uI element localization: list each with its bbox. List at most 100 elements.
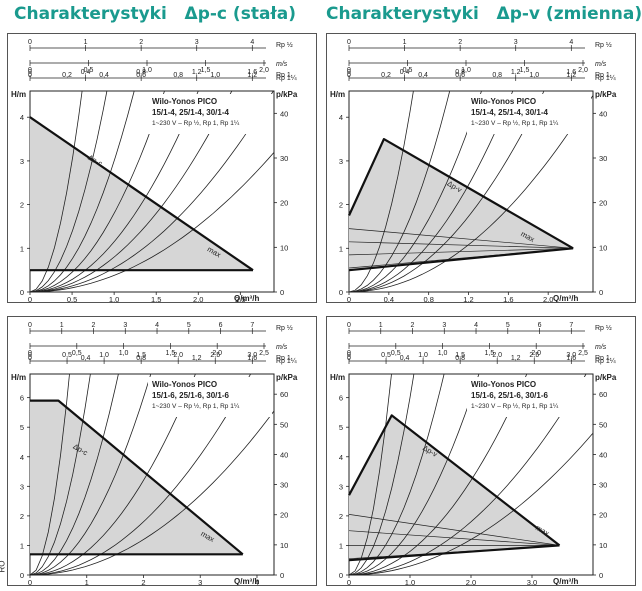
control-line	[348, 530, 560, 546]
top-scale-tick-label: 0,5	[62, 352, 72, 359]
y-axis-label: H/m	[330, 90, 345, 99]
top-scale-tick-label: 1,0	[438, 350, 448, 357]
top-scale-tick-label: 2	[458, 39, 462, 46]
top-scale-tick-label: 2,5	[210, 352, 220, 359]
operating-area	[349, 139, 574, 271]
control-line	[348, 241, 574, 249]
max-curve	[29, 116, 254, 272]
y2-axis-label: p/kPa	[276, 90, 298, 99]
y-tick-label: 5	[339, 423, 343, 432]
top-scale-unit: Rp ½	[595, 41, 612, 49]
y2-tick-label: 40	[599, 450, 607, 459]
y-tick-label: 2	[339, 201, 343, 210]
chart-panel-4: 0 1 2 3 4 5 6 7 Rp ½ 0 0,5 1,0 1,5 2,0 2,5 m/s 0 0,5 1,0 1,…	[326, 316, 636, 586]
y-tick-label: 6	[339, 394, 343, 403]
top-scale-tick-label: 0	[347, 352, 351, 359]
legend-caption: 1~230 V – Rp ½, Rp 1, Rp 1¼	[471, 119, 559, 127]
top-scale-unit: Rp 1	[595, 72, 610, 79]
top-scale-tick-label: 1,0	[142, 67, 152, 74]
control-line	[348, 228, 574, 249]
system-curve	[348, 373, 528, 576]
system-curve	[348, 90, 414, 293]
top-scale-tick-label: 2	[139, 39, 143, 46]
top-scale-tick-label: 4	[569, 39, 573, 46]
top-scale-tick-label: 0	[28, 67, 32, 74]
top-scale-tick-label: 2,0	[212, 350, 222, 357]
top-scale-tick-label: 1,6	[247, 69, 257, 76]
system-curve	[348, 95, 594, 293]
top-scale-tick-label: 1,0	[529, 72, 539, 79]
top-scale-tick-label: 2,0	[173, 352, 183, 359]
top-scale-tick-label: 1,0	[461, 67, 471, 74]
y2-tick-label: 30	[280, 154, 288, 163]
y-tick-label: 1	[20, 541, 24, 550]
system-curve	[348, 373, 445, 576]
top-scale-tick-label: 0,5	[403, 67, 413, 74]
operating-area	[349, 415, 560, 561]
y2-tick-label: 20	[599, 199, 607, 208]
top-scale-tick-label: 0	[28, 39, 32, 46]
pump-curve-chart: 0 1 2 3 4 Rp ½0 0,5 1,0 1,5 2,0m/s0 0,4 0,8 1,2 1,6 Rp…	[11, 39, 298, 302]
top-scale-tick-label: 0,4	[99, 72, 109, 79]
legend-box	[467, 94, 591, 134]
legend-subtitle: 15/1-6, 25/1-6, 30/1-6	[471, 391, 548, 400]
x-tick-label: 2,0	[466, 578, 476, 585]
y2-tick-label: 30	[599, 154, 607, 163]
top-scale-tick-label: 0	[347, 69, 351, 76]
y-tick-label: 0	[339, 288, 343, 297]
y2-tick-label: 60	[280, 390, 288, 399]
top-scale-tick-label: 0,8	[136, 355, 146, 362]
x-tick-label: 0,8	[423, 295, 433, 302]
top-scale-tick-label: 0,5	[381, 352, 391, 359]
y2-tick-label: 20	[599, 511, 607, 520]
y2-tick-label: 0	[599, 571, 603, 580]
system-curve	[348, 90, 451, 293]
top-scale-tick-label: 0	[347, 350, 351, 357]
y-tick-label: 1	[20, 244, 24, 253]
system-curve	[348, 373, 392, 576]
y-tick-label: 3	[20, 157, 24, 166]
x-tick-label: 1,0	[405, 578, 415, 585]
plot-frame	[348, 90, 594, 293]
system-curve	[29, 410, 275, 576]
y-tick-label: 0	[339, 571, 343, 580]
system-curve	[29, 373, 119, 576]
y-tick-label: 6	[20, 394, 24, 403]
top-scale-tick-label: 2	[411, 322, 415, 329]
x-tick-label: 0,5	[67, 295, 77, 302]
legend-title: Wilo-Yonos PICO	[152, 380, 217, 389]
y2-axis-label: p/kPa	[595, 90, 617, 99]
top-scale-tick-label: 1,2	[247, 72, 257, 79]
top-scale-tick-label: 0,5	[72, 350, 82, 357]
system-curve	[29, 90, 165, 293]
top-scale-tick-label: 1,5	[201, 67, 211, 74]
y-tick-label: 0	[20, 288, 24, 297]
legend-caption: 1~230 V – Rp ½, Rp 1, Rp 1¼	[152, 119, 240, 127]
top-scale-tick-label: 0	[28, 72, 32, 79]
legend-box	[148, 377, 272, 417]
legend-caption: 1~230 V – Rp ½, Rp 1, Rp 1¼	[152, 402, 240, 410]
top-scale-tick-label: 2,0	[578, 67, 588, 74]
y2-tick-label: 40	[280, 109, 288, 118]
top-scale-tick-label: 1,2	[511, 355, 521, 362]
y2-tick-label: 50	[280, 420, 288, 429]
pump-curve-chart: 0 1 2 3 4 5 6 7 Rp ½0 0,5 1,0 1,5 2,0 2,5m/s0 0,5 1,0 1,…	[330, 322, 617, 585]
top-scale-tick-label: 1,0	[418, 352, 428, 359]
top-scale-unit: Rp 1¼	[276, 75, 297, 82]
system-curve	[29, 373, 91, 576]
top-scale-tick-label: 2,5	[259, 350, 269, 357]
top-scale-unit: Rp ½	[276, 324, 293, 332]
y-tick-label: 3	[20, 482, 24, 491]
system-curve	[29, 90, 135, 293]
system-curve	[29, 90, 274, 293]
max-curve	[30, 399, 244, 556]
y-tick-label: 1	[339, 244, 343, 253]
y-tick-label: 4	[20, 113, 24, 122]
y-tick-label: 3	[339, 482, 343, 491]
system-curve	[348, 373, 480, 576]
y-axis-label: H/m	[330, 373, 345, 382]
top-scale-tick-label: 0	[28, 322, 32, 329]
top-scale-tick-label: 1,0	[210, 72, 220, 79]
top-scale-tick-label: 0,5	[84, 67, 94, 74]
heading-dp-v: Charakterystyki Δp-v (zmienna)	[326, 4, 642, 24]
